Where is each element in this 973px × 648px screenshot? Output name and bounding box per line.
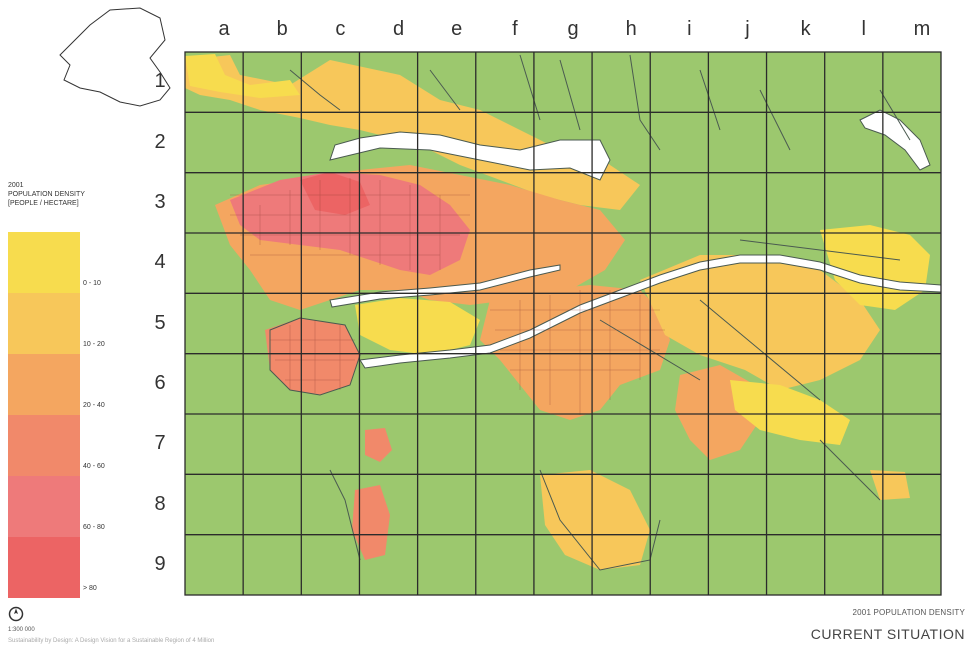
zone-0-10-south-east <box>730 380 850 445</box>
legend-swatch <box>8 415 80 476</box>
zone-40-60-peninsula <box>365 428 392 462</box>
column-label-d: d <box>392 18 405 40</box>
north-arrow-icon <box>8 606 24 622</box>
legend-label: 60 - 80 <box>83 524 105 531</box>
legend-label: 0 - 10 <box>83 280 101 287</box>
legend-swatch <box>8 354 80 415</box>
legend-label: 10 - 20 <box>83 341 105 348</box>
zone-40-60 <box>265 318 360 395</box>
pitt-lake <box>859 109 931 171</box>
column-label-e: e <box>451 18 463 40</box>
legend-label: 40 - 60 <box>83 463 105 470</box>
row-label-8: 8 <box>154 492 166 515</box>
row-label-3: 3 <box>154 190 166 213</box>
row-label-9: 9 <box>154 552 166 575</box>
scale-label: 1:300 000 <box>8 627 35 633</box>
column-label-a: a <box>218 18 230 40</box>
zone-over-80 <box>300 172 370 215</box>
zone-10-20-south <box>540 470 650 570</box>
legend-swatch <box>8 537 80 598</box>
figure-subtitle: 2001 POPULATION DENSITY <box>852 608 965 617</box>
zone-40-60-south <box>352 485 390 560</box>
row-label-5: 5 <box>154 311 166 334</box>
street-network <box>230 178 665 415</box>
legend-title-name: POPULATION DENSITY <box>8 191 85 198</box>
legend-title-year: 2001 <box>8 182 24 189</box>
column-label-i: i <box>687 18 692 40</box>
legend-swatch <box>8 476 80 537</box>
column-label-j: j <box>745 18 750 40</box>
row-label-6: 6 <box>154 371 166 394</box>
zone-20-40-east <box>480 285 670 420</box>
column-label-h: h <box>625 18 637 40</box>
legend-title: 2001 POPULATION DENSITY [people / hectar… <box>8 181 168 208</box>
zone-0-10 <box>185 54 300 98</box>
legend-swatch <box>8 293 80 354</box>
map-grid <box>185 52 941 595</box>
zone-10-20-east <box>640 255 880 390</box>
legend-swatch <box>8 232 80 293</box>
column-label-c: c <box>335 18 346 40</box>
column-label-l: l <box>861 18 866 40</box>
column-label-b: b <box>276 18 288 40</box>
column-label-f: f <box>512 18 518 40</box>
locator-inset <box>59 7 171 107</box>
column-label-m: m <box>913 18 931 40</box>
credit-text: Sustainability by Design: A Design Visio… <box>8 638 215 644</box>
row-label-7: 7 <box>154 432 166 455</box>
column-label-g: g <box>567 18 579 40</box>
figure-title: CURRENT SITUATION <box>810 626 965 642</box>
row-label-1: 1 <box>154 70 166 93</box>
legend-label: > 80 <box>83 585 97 592</box>
row-label-2: 2 <box>154 130 166 153</box>
column-label-k: k <box>800 18 811 40</box>
river-north-arm <box>329 264 561 308</box>
legend-title-unit: [people / hectare] <box>8 200 79 207</box>
row-label-4: 4 <box>154 251 166 274</box>
burrard-inlet <box>329 131 611 181</box>
legend-label: 20 - 40 <box>83 402 105 409</box>
zone-10-20-far-east <box>870 470 910 500</box>
